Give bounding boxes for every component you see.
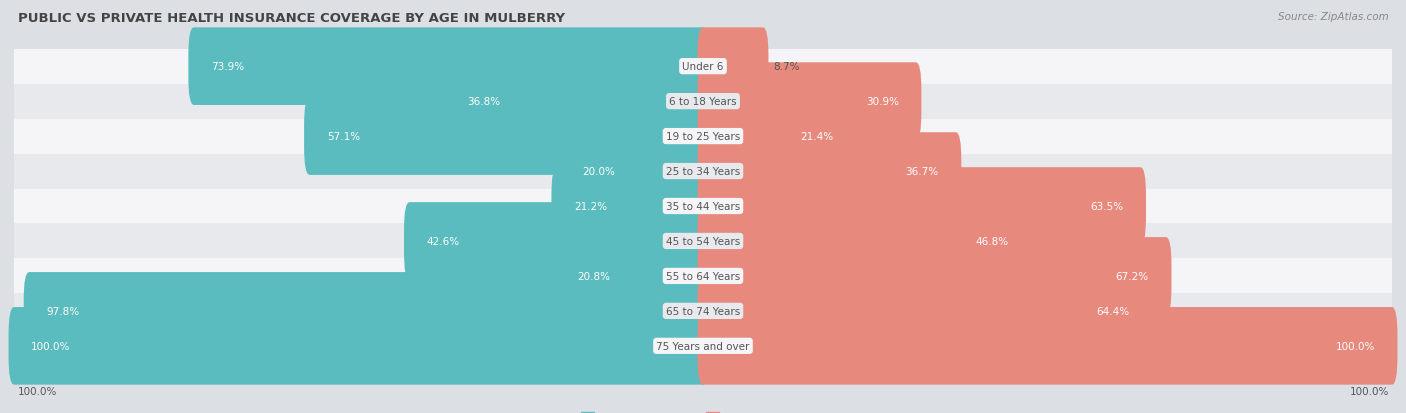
Text: 75 Years and over: 75 Years and over: [657, 341, 749, 351]
FancyBboxPatch shape: [551, 168, 709, 245]
Text: 36.8%: 36.8%: [467, 97, 499, 107]
Text: 25 to 34 Years: 25 to 34 Years: [666, 166, 740, 177]
Text: 21.4%: 21.4%: [800, 132, 834, 142]
FancyBboxPatch shape: [560, 133, 709, 210]
FancyBboxPatch shape: [14, 329, 1392, 363]
FancyBboxPatch shape: [697, 273, 1152, 350]
Text: 20.8%: 20.8%: [576, 271, 610, 281]
Text: 46.8%: 46.8%: [976, 236, 1008, 247]
FancyBboxPatch shape: [697, 168, 1146, 245]
FancyBboxPatch shape: [697, 133, 962, 210]
Legend: Public Insurance, Private Insurance: Public Insurance, Private Insurance: [576, 408, 830, 413]
Text: Under 6: Under 6: [682, 62, 724, 72]
Text: PUBLIC VS PRIVATE HEALTH INSURANCE COVERAGE BY AGE IN MULBERRY: PUBLIC VS PRIVATE HEALTH INSURANCE COVER…: [18, 12, 565, 25]
FancyBboxPatch shape: [8, 307, 709, 385]
Text: 67.2%: 67.2%: [1115, 271, 1149, 281]
FancyBboxPatch shape: [697, 203, 1031, 280]
Text: 100.0%: 100.0%: [1350, 387, 1389, 396]
FancyBboxPatch shape: [697, 63, 921, 140]
Text: 19 to 25 Years: 19 to 25 Years: [666, 132, 740, 142]
Text: Source: ZipAtlas.com: Source: ZipAtlas.com: [1278, 12, 1389, 22]
Text: 64.4%: 64.4%: [1097, 306, 1129, 316]
Text: 35 to 44 Years: 35 to 44 Years: [666, 202, 740, 211]
Text: 73.9%: 73.9%: [211, 62, 245, 72]
Text: 100.0%: 100.0%: [1336, 341, 1375, 351]
FancyBboxPatch shape: [404, 203, 709, 280]
FancyBboxPatch shape: [554, 237, 709, 315]
FancyBboxPatch shape: [14, 259, 1392, 294]
Text: 42.6%: 42.6%: [427, 236, 460, 247]
Text: 8.7%: 8.7%: [773, 62, 800, 72]
FancyBboxPatch shape: [444, 63, 709, 140]
FancyBboxPatch shape: [697, 28, 769, 106]
Text: 100.0%: 100.0%: [31, 341, 70, 351]
FancyBboxPatch shape: [14, 224, 1392, 259]
Text: 36.7%: 36.7%: [905, 166, 939, 177]
FancyBboxPatch shape: [14, 119, 1392, 154]
Text: 57.1%: 57.1%: [326, 132, 360, 142]
Text: 6 to 18 Years: 6 to 18 Years: [669, 97, 737, 107]
FancyBboxPatch shape: [24, 273, 709, 350]
FancyBboxPatch shape: [14, 50, 1392, 84]
Text: 65 to 74 Years: 65 to 74 Years: [666, 306, 740, 316]
Text: 100.0%: 100.0%: [18, 387, 58, 396]
FancyBboxPatch shape: [188, 28, 709, 106]
FancyBboxPatch shape: [14, 84, 1392, 119]
Text: 63.5%: 63.5%: [1090, 202, 1123, 211]
FancyBboxPatch shape: [304, 98, 709, 176]
FancyBboxPatch shape: [697, 237, 1171, 315]
FancyBboxPatch shape: [14, 294, 1392, 329]
Text: 30.9%: 30.9%: [866, 97, 898, 107]
Text: 97.8%: 97.8%: [46, 306, 80, 316]
FancyBboxPatch shape: [14, 154, 1392, 189]
Text: 21.2%: 21.2%: [574, 202, 607, 211]
Text: 55 to 64 Years: 55 to 64 Years: [666, 271, 740, 281]
FancyBboxPatch shape: [697, 98, 856, 176]
Text: 45 to 54 Years: 45 to 54 Years: [666, 236, 740, 247]
FancyBboxPatch shape: [697, 307, 1398, 385]
Text: 20.0%: 20.0%: [582, 166, 616, 177]
FancyBboxPatch shape: [14, 189, 1392, 224]
